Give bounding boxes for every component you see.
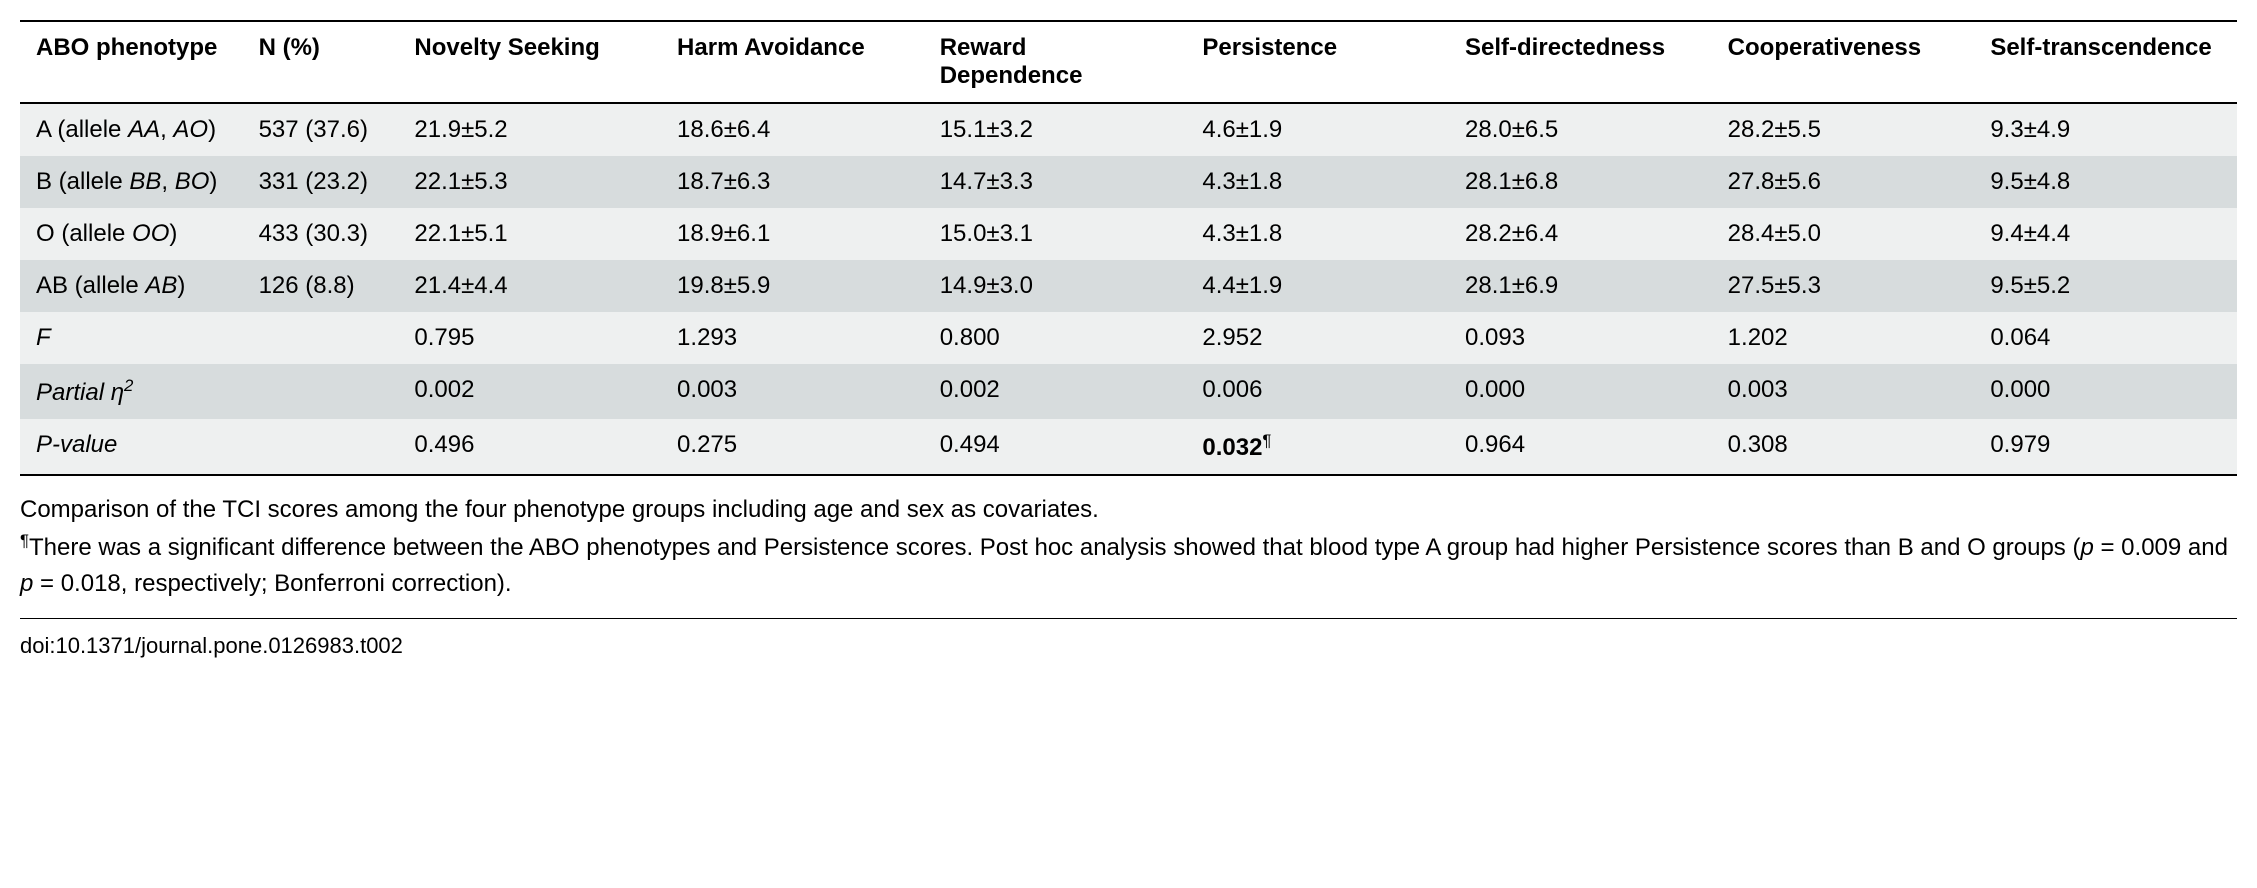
cell-harm: 18.7±6.3 — [661, 156, 924, 208]
footnote-block: Comparison of the TCI scores among the f… — [20, 476, 2237, 619]
cell-stat-label: F — [20, 312, 243, 364]
cell-novelty: 22.1±5.1 — [398, 208, 661, 260]
cell-selfdir: 28.2±6.4 — [1449, 208, 1712, 260]
cell-reward: 15.1±3.2 — [924, 103, 1187, 156]
cell-phenotype: O (allele OO) — [20, 208, 243, 260]
table-row-p: P-value 0.496 0.275 0.494 0.032¶ 0.964 0… — [20, 419, 2237, 475]
cell-stat: 0.275 — [661, 419, 924, 475]
cell-stat: 0.000 — [1449, 364, 1712, 419]
table-row: B (allele BB, BO) 331 (23.2) 22.1±5.3 18… — [20, 156, 2237, 208]
cell-coop: 28.4±5.0 — [1712, 208, 1975, 260]
cell-stat: 1.293 — [661, 312, 924, 364]
cell-empty — [243, 364, 399, 419]
header-selftrans: Self-transcendence — [1974, 21, 2237, 103]
cell-stat: 1.202 — [1712, 312, 1975, 364]
cell-persistence: 4.6±1.9 — [1186, 103, 1449, 156]
cell-selfdir: 28.1±6.8 — [1449, 156, 1712, 208]
table-row-f: F 0.795 1.293 0.800 2.952 0.093 1.202 0.… — [20, 312, 2237, 364]
cell-stat: 0.002 — [398, 364, 661, 419]
cell-stat-sig: 0.032¶ — [1186, 419, 1449, 475]
cell-persistence: 4.3±1.8 — [1186, 156, 1449, 208]
footnote-line2: ¶There was a significant difference betw… — [20, 528, 2237, 602]
table-row: O (allele OO) 433 (30.3) 22.1±5.1 18.9±6… — [20, 208, 2237, 260]
table-row: AB (allele AB) 126 (8.8) 21.4±4.4 19.8±5… — [20, 260, 2237, 312]
cell-reward: 14.9±3.0 — [924, 260, 1187, 312]
cell-novelty: 21.4±4.4 — [398, 260, 661, 312]
cell-phenotype: A (allele AA, AO) — [20, 103, 243, 156]
cell-stat: 0.494 — [924, 419, 1187, 475]
doi-text: doi:10.1371/journal.pone.0126983.t002 — [20, 619, 2237, 673]
cell-phenotype: B (allele BB, BO) — [20, 156, 243, 208]
table-container: ABO phenotype N (%) Novelty Seeking Harm… — [20, 20, 2237, 673]
cell-selftrans: 9.4±4.4 — [1974, 208, 2237, 260]
header-selfdir: Self-directedness — [1449, 21, 1712, 103]
cell-selftrans: 9.5±5.2 — [1974, 260, 2237, 312]
header-harm: Harm Avoidance — [661, 21, 924, 103]
cell-persistence: 4.3±1.8 — [1186, 208, 1449, 260]
cell-stat: 0.964 — [1449, 419, 1712, 475]
header-n: N (%) — [243, 21, 399, 103]
cell-stat: 0.064 — [1974, 312, 2237, 364]
cell-stat: 0.496 — [398, 419, 661, 475]
cell-selftrans: 9.5±4.8 — [1974, 156, 2237, 208]
cell-stat: 0.093 — [1449, 312, 1712, 364]
cell-stat: 0.000 — [1974, 364, 2237, 419]
footnote-line1: Comparison of the TCI scores among the f… — [20, 492, 2237, 528]
cell-n: 126 (8.8) — [243, 260, 399, 312]
cell-stat: 0.006 — [1186, 364, 1449, 419]
cell-stat: 0.003 — [1712, 364, 1975, 419]
cell-stat: 0.308 — [1712, 419, 1975, 475]
cell-stat: 0.800 — [924, 312, 1187, 364]
cell-coop: 27.5±5.3 — [1712, 260, 1975, 312]
cell-stat: 0.002 — [924, 364, 1187, 419]
cell-reward: 14.7±3.3 — [924, 156, 1187, 208]
cell-stat-label: P-value — [20, 419, 243, 475]
data-table: ABO phenotype N (%) Novelty Seeking Harm… — [20, 20, 2237, 476]
cell-persistence: 4.4±1.9 — [1186, 260, 1449, 312]
cell-n: 537 (37.6) — [243, 103, 399, 156]
cell-selfdir: 28.1±6.9 — [1449, 260, 1712, 312]
cell-phenotype: AB (allele AB) — [20, 260, 243, 312]
table-body: A (allele AA, AO) 537 (37.6) 21.9±5.2 18… — [20, 103, 2237, 475]
cell-coop: 27.8±5.6 — [1712, 156, 1975, 208]
cell-novelty: 22.1±5.3 — [398, 156, 661, 208]
cell-selfdir: 28.0±6.5 — [1449, 103, 1712, 156]
cell-stat: 0.979 — [1974, 419, 2237, 475]
table-row: A (allele AA, AO) 537 (37.6) 21.9±5.2 18… — [20, 103, 2237, 156]
header-coop: Cooperativeness — [1712, 21, 1975, 103]
header-row: ABO phenotype N (%) Novelty Seeking Harm… — [20, 21, 2237, 103]
header-reward: Reward Dependence — [924, 21, 1187, 103]
cell-empty — [243, 312, 399, 364]
cell-n: 331 (23.2) — [243, 156, 399, 208]
cell-harm: 18.6±6.4 — [661, 103, 924, 156]
cell-stat-label: Partial η2 — [20, 364, 243, 419]
cell-harm: 18.9±6.1 — [661, 208, 924, 260]
cell-reward: 15.0±3.1 — [924, 208, 1187, 260]
header-phenotype: ABO phenotype — [20, 21, 243, 103]
cell-harm: 19.8±5.9 — [661, 260, 924, 312]
table-row-eta: Partial η2 0.002 0.003 0.002 0.006 0.000… — [20, 364, 2237, 419]
cell-novelty: 21.9±5.2 — [398, 103, 661, 156]
cell-stat: 0.003 — [661, 364, 924, 419]
cell-n: 433 (30.3) — [243, 208, 399, 260]
header-novelty: Novelty Seeking — [398, 21, 661, 103]
cell-selftrans: 9.3±4.9 — [1974, 103, 2237, 156]
cell-stat: 2.952 — [1186, 312, 1449, 364]
cell-stat: 0.795 — [398, 312, 661, 364]
header-persistence: Persistence — [1186, 21, 1449, 103]
cell-coop: 28.2±5.5 — [1712, 103, 1975, 156]
cell-empty — [243, 419, 399, 475]
